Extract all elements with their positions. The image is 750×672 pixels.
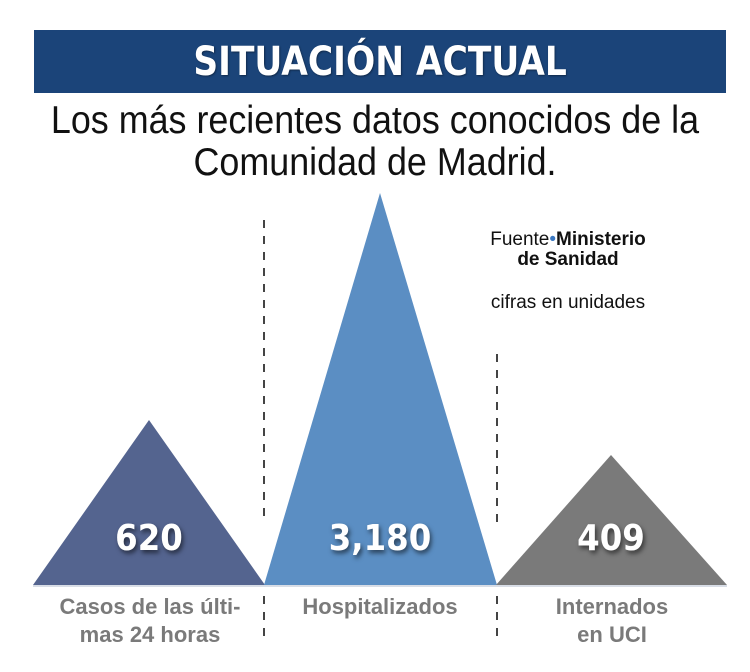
label-casos-line-1: Casos de las últi- (59, 594, 241, 619)
source-note: Fuente•Ministerio de Sanidad (452, 230, 684, 270)
label-hospitalizados-line-1: Hospitalizados (302, 594, 458, 619)
subtitle-line-1: Los más recientes datos conocidos de la (50, 99, 700, 142)
chart-subtitle: Los más recientes datos conocidos de la … (0, 100, 750, 184)
triangle-hospitalizados (264, 193, 497, 585)
label-casos-line-2: mas 24 horas (79, 622, 221, 647)
source-prefix: Fuente (490, 229, 550, 250)
label-uci: Internados en UCI (497, 593, 727, 649)
triangle-casos (33, 420, 265, 585)
label-hospitalizados: Hospitalizados (265, 593, 495, 621)
value-hospitalizados: 3,180 (328, 518, 432, 559)
subtitle-line-2: Comunidad de Madrid. (193, 141, 557, 184)
label-uci-line-2: en UCI (577, 622, 647, 647)
source-name-line-1: Ministerio (556, 229, 646, 250)
value-casos: 620 (115, 518, 183, 559)
label-uci-line-1: Internados (555, 594, 669, 619)
triangle-uci (496, 455, 727, 585)
value-uci: 409 (577, 518, 645, 559)
chart-title: SITUACIÓN ACTUAL (193, 38, 567, 85)
bullet-icon: • (549, 229, 557, 250)
label-casos: Casos de las últi- mas 24 horas (35, 593, 265, 649)
units-note: cifras en unidades (490, 292, 646, 313)
title-bar: SITUACIÓN ACTUAL (34, 30, 726, 93)
source-name-line-2: de Sanidad (517, 249, 619, 270)
